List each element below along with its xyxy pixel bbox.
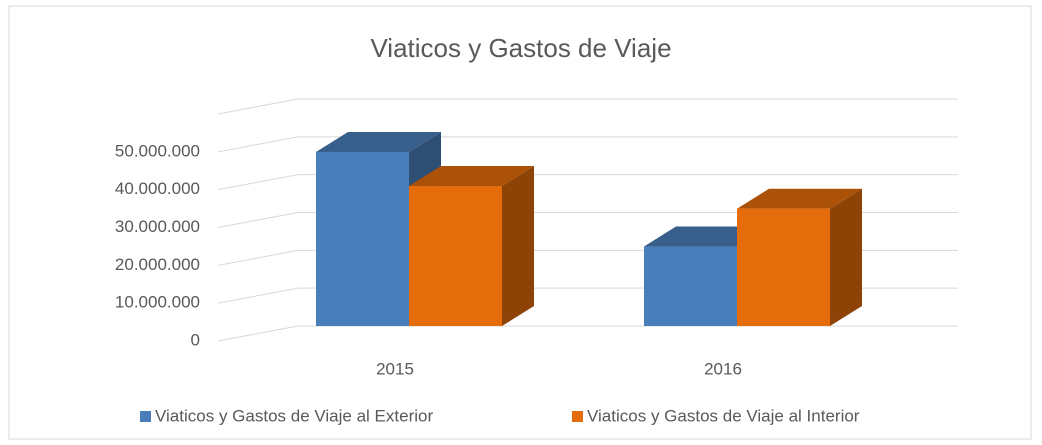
bar-front bbox=[316, 151, 409, 326]
bar bbox=[316, 131, 441, 326]
grid-line bbox=[217, 212, 299, 228]
bar-front bbox=[409, 186, 502, 326]
grid-line bbox=[217, 174, 299, 191]
bar-top bbox=[316, 131, 441, 152]
legend-swatch bbox=[572, 411, 583, 422]
y-tick-label: 30.000.000 bbox=[115, 217, 200, 236]
bar-side bbox=[502, 166, 534, 326]
bar-front bbox=[644, 246, 737, 326]
y-tick-label: 40.000.000 bbox=[115, 179, 200, 198]
grid-line bbox=[217, 287, 299, 304]
x-tick-label: 2015 bbox=[376, 359, 414, 378]
chart-title: Viaticos y Gastos de Viaje bbox=[370, 33, 671, 63]
grid-line bbox=[217, 325, 299, 342]
y-tick-label: 50.000.000 bbox=[115, 141, 200, 160]
y-tick-label: 10.000.000 bbox=[115, 293, 200, 312]
y-tick-label: 0 bbox=[191, 330, 200, 349]
bar-front bbox=[737, 208, 830, 326]
legend-label: Viaticos y Gastos de Viaje al Exterior bbox=[155, 406, 433, 425]
bar-top bbox=[737, 188, 862, 209]
grid-line bbox=[217, 249, 299, 266]
legend-label: Viaticos y Gastos de Viaje al Interior bbox=[587, 406, 860, 425]
bar bbox=[409, 166, 534, 326]
grid-line bbox=[217, 136, 299, 153]
bar bbox=[737, 188, 862, 326]
grid-line bbox=[217, 98, 299, 115]
legend-swatch bbox=[140, 411, 151, 422]
bar-side bbox=[830, 188, 862, 326]
x-tick-label: 2016 bbox=[704, 359, 742, 378]
y-tick-label: 20.000.000 bbox=[115, 255, 200, 274]
bar-top bbox=[409, 166, 534, 187]
